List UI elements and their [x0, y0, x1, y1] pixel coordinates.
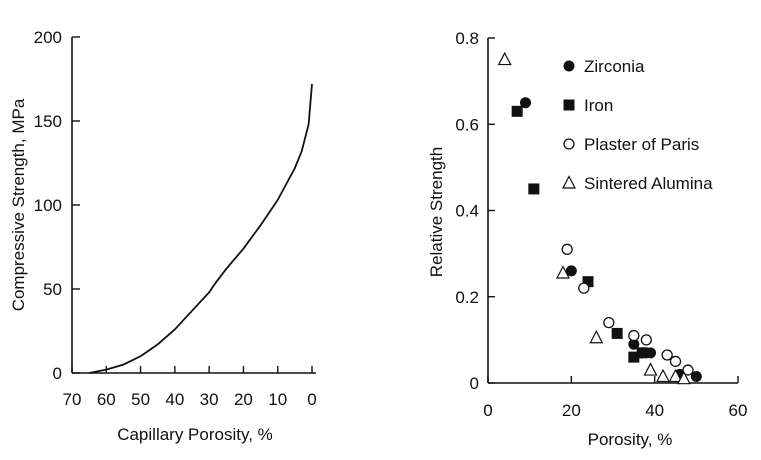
- right-y-tick-label: 0.8: [455, 29, 479, 48]
- zirconia-point: [520, 97, 531, 109]
- plaster-of-paris-point: [603, 316, 615, 329]
- left-x-tick-label: 60: [97, 390, 116, 409]
- plaster-of-paris-point: [640, 334, 652, 346]
- right-points-group: [497, 51, 702, 385]
- left-x-tick-label: 0: [307, 390, 316, 409]
- legend-marker-iron: [563, 99, 575, 111]
- iron-point: [511, 105, 523, 117]
- left-x-tick-label: 40: [165, 390, 184, 409]
- sintered-alumina-point: [668, 368, 683, 383]
- relative-strength-chart: 0 0.2 0.4 0.6 0.8 0 20 40 60 Zirconia Iron Plaste…: [427, 29, 747, 449]
- sintered-alumina-point: [656, 368, 670, 383]
- zirconia-point: [628, 338, 640, 350]
- iron-point: [582, 276, 594, 288]
- iron-point: [611, 327, 623, 339]
- plaster-of-paris-point: [669, 355, 682, 368]
- plaster-of-paris-point: [628, 329, 640, 342]
- legend-marker-plaster-of-paris: [563, 138, 575, 150]
- left-y-tick-label: 0: [53, 364, 62, 383]
- left-x-tick-label: 30: [200, 390, 219, 409]
- right-y-tick-label: 0.4: [455, 202, 479, 221]
- legend: Zirconia Iron Plaster of Paris Sintered Alu…: [562, 57, 713, 193]
- right-y-ticks: 0 0.2 0.4 0.6 0.8: [455, 29, 495, 393]
- legend-label-plaster-of-paris: Plaster of Paris: [584, 135, 699, 154]
- iron-point: [628, 351, 640, 363]
- left-x-tick-label: 20: [234, 390, 253, 409]
- left-series-line: [88, 83, 313, 374]
- left-y-axis-label: Compressive Strength, MPa: [9, 98, 28, 311]
- plaster-of-paris-point: [682, 364, 694, 376]
- iron-point: [528, 183, 540, 195]
- sintered-alumina-point: [589, 329, 604, 344]
- right-x-ticks: 0 20 40 60: [483, 376, 747, 420]
- right-x-tick-label: 0: [483, 401, 492, 420]
- plaster-of-paris-point: [578, 282, 590, 294]
- left-x-tick-label: 70: [63, 390, 82, 409]
- left-y-tick-label: 200: [34, 28, 62, 47]
- iron-point: [636, 347, 648, 359]
- right-x-axis-label: Porosity, %: [588, 430, 673, 449]
- left-x-tick-label: 50: [131, 390, 150, 409]
- left-x-tick-label: 10: [268, 390, 287, 409]
- right-y-axis-label: Relative Strength: [427, 147, 446, 277]
- legend-label-zirconia: Zirconia: [584, 57, 645, 76]
- right-y-tick-label: 0: [470, 374, 479, 393]
- zirconia-point: [645, 347, 656, 359]
- left-y-tick-label: 100: [34, 196, 62, 215]
- left-series-group: [88, 83, 313, 374]
- plaster-of-paris-point: [661, 349, 673, 361]
- left-x-ticks: 70 60 50 40 30 20 10 0: [63, 366, 317, 409]
- left-x-axis-label: Capillary Porosity, %: [117, 425, 273, 444]
- legend-label-iron: Iron: [584, 96, 613, 115]
- right-x-tick-label: 20: [562, 401, 581, 420]
- legend-marker-zirconia: [563, 60, 575, 72]
- sintered-alumina-point: [676, 370, 691, 385]
- legend-label-sintered-alumina: Sintered Alumina: [584, 174, 713, 193]
- sintered-alumina-point: [556, 265, 570, 279]
- sintered-alumina-point: [497, 51, 512, 66]
- left-y-ticks: 0 50 100 150 200: [34, 28, 80, 383]
- left-y-tick-label: 50: [43, 280, 62, 299]
- right-y-tick-label: 0.6: [455, 115, 479, 134]
- left-y-tick-label: 150: [34, 112, 62, 131]
- sintered-alumina-point: [643, 362, 658, 376]
- legend-marker-sintered-alumina: [562, 175, 576, 189]
- zirconia-point: [565, 265, 577, 277]
- right-y-tick-label: 0.2: [455, 288, 479, 307]
- plaster-of-paris-point: [561, 243, 573, 255]
- right-x-tick-label: 40: [645, 401, 664, 420]
- right-x-tick-label: 60: [729, 401, 748, 420]
- zirconia-point: [690, 371, 702, 383]
